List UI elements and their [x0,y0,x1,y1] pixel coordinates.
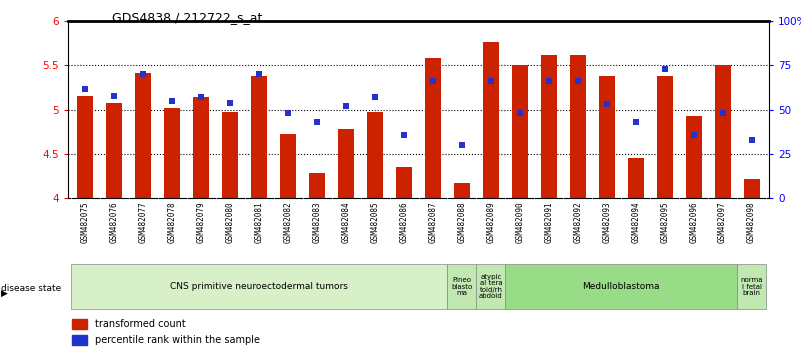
Text: GSM482077: GSM482077 [139,201,148,243]
Point [745,137,758,143]
Point [166,98,179,104]
Text: GSM482090: GSM482090 [515,201,525,243]
Point [340,103,352,109]
Text: GDS4838 / 212722_s_at: GDS4838 / 212722_s_at [112,11,263,24]
Bar [71,319,87,329]
FancyBboxPatch shape [477,264,505,309]
Text: GSM482079: GSM482079 [197,201,206,243]
Text: GSM482094: GSM482094 [631,201,640,243]
Text: GSM482087: GSM482087 [429,201,437,243]
Text: norma
l fetal
brain: norma l fetal brain [740,277,763,296]
Text: GSM482082: GSM482082 [284,201,292,243]
Bar [164,108,180,198]
Point [716,110,729,116]
Bar [512,65,528,198]
Bar [541,55,557,198]
Point [687,132,700,137]
Text: GSM482083: GSM482083 [312,201,322,243]
Point [456,142,469,148]
Text: GSM482095: GSM482095 [660,201,669,243]
Text: GSM482075: GSM482075 [81,201,90,243]
FancyBboxPatch shape [448,264,477,309]
Bar [599,76,614,198]
Text: GSM482078: GSM482078 [168,201,177,243]
Point [601,102,614,107]
Point [658,66,671,72]
Point [79,86,92,91]
Point [397,132,410,137]
Bar [71,335,87,345]
Text: transformed count: transformed count [95,319,186,329]
Text: ▶: ▶ [1,289,8,298]
Bar [78,96,94,198]
Bar [483,42,499,198]
Point [195,95,207,100]
Text: GSM482092: GSM482092 [574,201,582,243]
Bar [425,58,441,198]
Bar [135,73,151,198]
Text: CNS primitive neuroectodermal tumors: CNS primitive neuroectodermal tumors [171,282,348,291]
Text: Pineo
blasto
ma: Pineo blasto ma [451,277,473,296]
FancyBboxPatch shape [71,264,448,309]
Text: atypic
al tera
toid/rh
abdoid: atypic al tera toid/rh abdoid [479,274,503,299]
Point [630,119,642,125]
Point [108,93,121,98]
Text: GSM482085: GSM482085 [371,201,380,243]
Point [223,100,236,105]
Point [571,79,584,84]
Text: GSM482098: GSM482098 [747,201,756,243]
Bar [570,55,586,198]
Bar [338,129,354,198]
Bar [396,167,412,198]
Bar [280,133,296,198]
Text: GSM482088: GSM482088 [457,201,466,243]
Point [485,79,497,84]
Bar [193,97,209,198]
Text: percentile rank within the sample: percentile rank within the sample [95,335,260,345]
Text: GSM482086: GSM482086 [400,201,409,243]
Point [137,72,150,77]
Text: GSM482089: GSM482089 [486,201,496,243]
Text: GSM482091: GSM482091 [545,201,553,243]
Text: GSM482097: GSM482097 [718,201,727,243]
Point [253,72,266,77]
FancyBboxPatch shape [737,264,766,309]
Point [368,95,381,100]
Bar [686,116,702,198]
Bar [714,65,731,198]
Text: GSM482081: GSM482081 [255,201,264,243]
Point [311,119,324,125]
Bar [252,76,268,198]
Text: GSM482093: GSM482093 [602,201,611,243]
Bar [107,103,123,198]
Bar [657,76,673,198]
Point [427,79,440,84]
Bar [454,183,470,198]
Point [542,79,555,84]
Bar [628,159,644,198]
Point [513,110,526,116]
Text: disease state: disease state [1,284,61,293]
Point [282,110,295,116]
Bar [367,113,383,198]
Bar [309,173,325,198]
Text: GSM482080: GSM482080 [226,201,235,243]
FancyBboxPatch shape [505,264,737,309]
Bar [223,113,238,198]
Text: GSM482096: GSM482096 [689,201,698,243]
Text: Medulloblastoma: Medulloblastoma [582,282,660,291]
Text: GSM482076: GSM482076 [110,201,119,243]
Text: GSM482084: GSM482084 [341,201,351,243]
Bar [743,179,759,198]
